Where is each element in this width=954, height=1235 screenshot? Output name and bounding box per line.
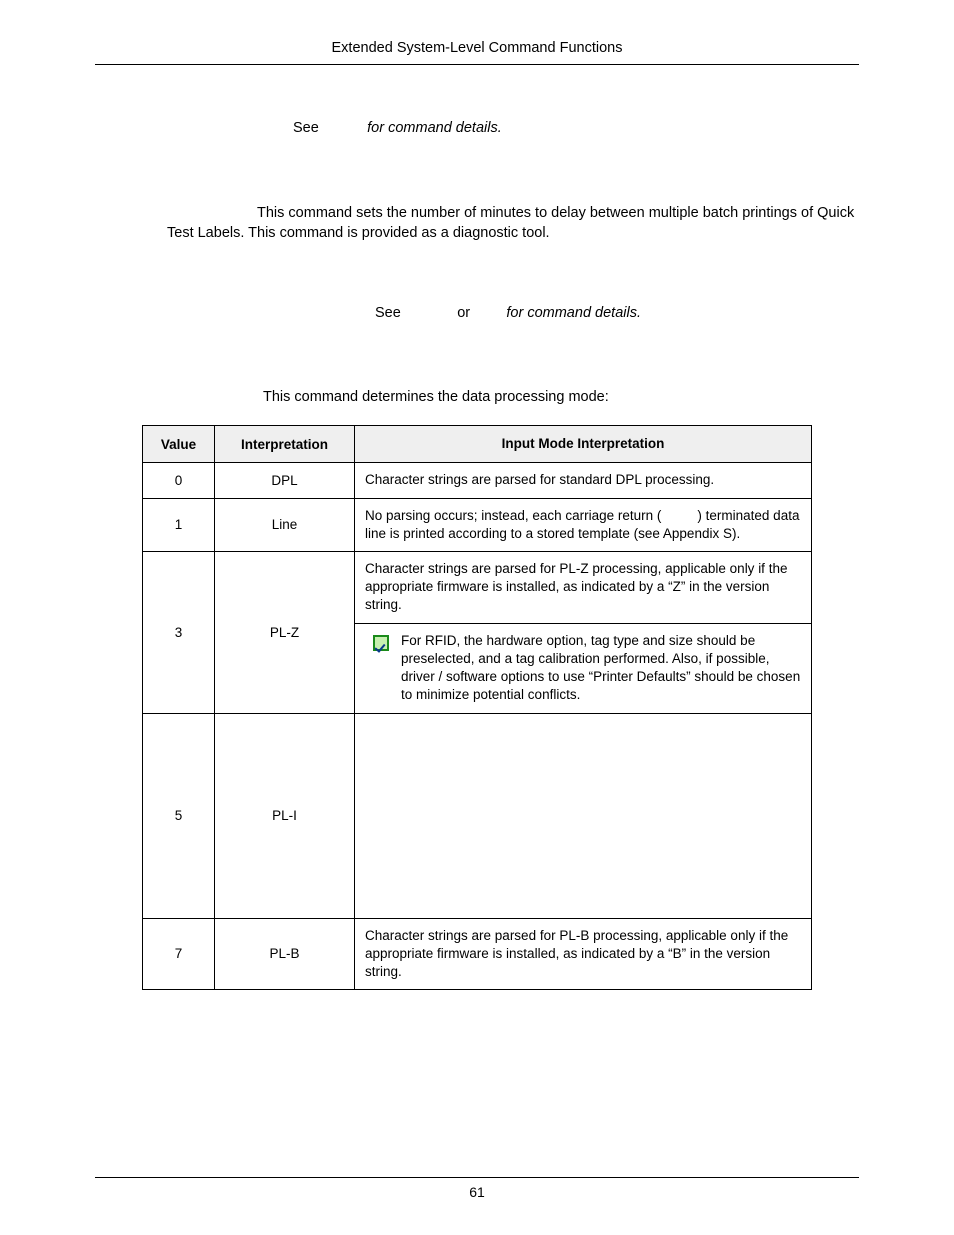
see-word-1: See [293,120,319,136]
table-row: 1 Line No parsing occurs; instead, each … [143,498,812,551]
cell-interp: PL-Z [215,552,355,714]
plz-note-text: For RFID, the hardware option, tag type … [401,632,801,705]
th-value: Value [143,426,215,463]
cell-desc: Character strings are parsed for PL-B pr… [355,918,812,990]
see-line-2: See or for command details. [375,305,859,321]
cell-desc-part-a: No parsing occurs; instead, each carriag… [365,508,661,523]
cell-interp: Line [215,498,355,551]
plz-desc-top: Character strings are parsed for PL-Z pr… [355,552,811,624]
see-word-2: See [375,305,401,321]
table-header-row: Value Interpretation Input Mode Interpre… [143,426,812,463]
checkbox-note-icon [373,635,389,651]
running-header: Extended System-Level Command Functions [95,40,859,65]
cell-value: 1 [143,498,215,551]
table-row: 0 DPL Character strings are parsed for s… [143,463,812,498]
see-tail-2: for command details. [506,305,641,321]
see-tail-1: for command details. [367,120,502,136]
cell-value: 0 [143,463,215,498]
cell-desc [355,713,812,918]
input-mode-table: Value Interpretation Input Mode Interpre… [142,425,812,990]
see-line-1: See for command details. [293,120,859,136]
cell-desc: Character strings are parsed for standar… [355,463,812,498]
delay-text: This command sets the number of minutes … [167,205,854,241]
or-word: or [457,305,470,321]
cell-interp: DPL [215,463,355,498]
th-interp: Interpretation [215,426,355,463]
header-title: Extended System-Level Command Functions [332,40,623,56]
page-number: 61 [469,1184,485,1200]
cell-desc: No parsing occurs; instead, each carriag… [355,498,812,551]
cell-desc: Character strings are parsed for PL-Z pr… [355,552,812,714]
table-row: 3 PL-Z Character strings are parsed for … [143,552,812,714]
delay-paragraph: This command sets the number of minutes … [95,204,859,243]
th-desc: Input Mode Interpretation [355,426,812,463]
cell-value: 5 [143,713,215,918]
mode-intro: This command determines the data process… [263,389,859,405]
table-row: 5 PL-I [143,713,812,918]
plz-note: For RFID, the hardware option, tag type … [355,624,811,713]
cell-value: 3 [143,552,215,714]
page-footer: 61 [95,1177,859,1200]
cell-interp: PL-I [215,713,355,918]
cell-value: 7 [143,918,215,990]
cell-interp: PL-B [215,918,355,990]
table-row: 7 PL-B Character strings are parsed for … [143,918,812,990]
